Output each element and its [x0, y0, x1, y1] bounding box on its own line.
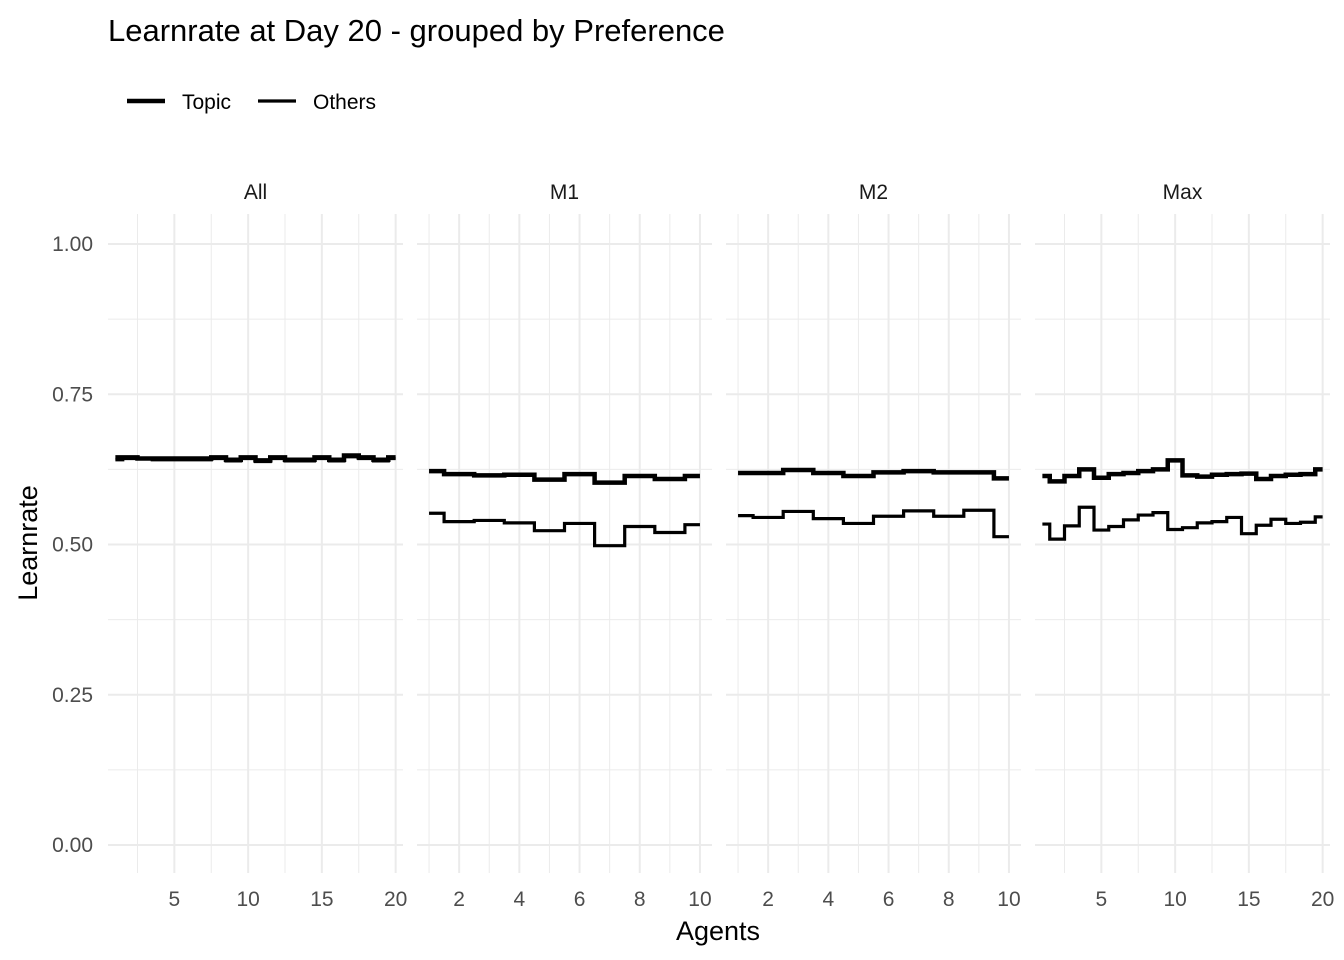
x-tick-label: 8 — [943, 888, 955, 911]
x-tick-label: 20 — [1311, 888, 1334, 911]
facet-panel-max: Max 5 10 15 20 — [1035, 181, 1334, 911]
x-tick-label: 8 — [634, 888, 646, 911]
x-tick-label: 20 — [384, 888, 407, 911]
x-tick-label: 4 — [823, 888, 835, 911]
x-tick-label: 15 — [1237, 888, 1260, 911]
facet-strip-label: Max — [1163, 181, 1203, 204]
y-tick-label: 1.00 — [52, 233, 93, 256]
x-tick-label: 10 — [997, 888, 1020, 911]
y-tick-label: 0.75 — [52, 383, 93, 406]
y-tick-label: 0.00 — [52, 834, 93, 857]
x-tick-label: 5 — [169, 888, 181, 911]
y-axis: 0.00 0.25 0.50 0.75 1.00 — [52, 233, 93, 857]
x-tick-label: 5 — [1096, 888, 1108, 911]
x-tick-label: 10 — [688, 888, 711, 911]
chart-title: Learnrate at Day 20 - grouped by Prefere… — [108, 13, 725, 48]
x-tick-label: 2 — [453, 888, 465, 911]
x-axis-title: Agents — [676, 916, 760, 946]
series-line-others — [738, 508, 1009, 539]
legend-label-topic: Topic — [182, 91, 231, 114]
facet-panel-all: All 5 10 15 20 — [108, 181, 407, 911]
legend-label-others: Others — [313, 91, 376, 114]
x-tick-label: 15 — [310, 888, 333, 911]
facet-panel-m2: M2 2 4 6 8 10 — [726, 181, 1021, 911]
y-axis-title: Learnrate — [13, 485, 43, 601]
x-tick-label: 4 — [514, 888, 526, 911]
x-tick-label: 2 — [762, 888, 774, 911]
series-line-others — [115, 455, 396, 464]
series-line-topic — [429, 468, 700, 485]
x-tick-label: 6 — [883, 888, 895, 911]
y-tick-label: 0.25 — [52, 684, 93, 707]
y-tick-label: 0.50 — [52, 534, 93, 557]
facet-strip-label: M1 — [550, 181, 579, 204]
series-line-topic — [738, 467, 1009, 481]
facet-panels: All 5 10 15 20 M1 2 4 6 8 10 M2 2 4 6 8 10 Max 5 10 15 20 — [108, 181, 1334, 911]
x-tick-label: 10 — [1163, 888, 1186, 911]
series-line-others — [1042, 505, 1323, 541]
x-tick-label: 6 — [574, 888, 586, 911]
x-tick-label: 10 — [236, 888, 259, 911]
series-line-others — [429, 511, 700, 548]
facet-panel-m1: M1 2 4 6 8 10 — [417, 181, 712, 911]
legend: Topic Others — [127, 91, 376, 114]
series-line-topic — [1042, 458, 1323, 484]
facet-strip-label: All — [244, 181, 267, 204]
facet-strip-label: M2 — [859, 181, 888, 204]
